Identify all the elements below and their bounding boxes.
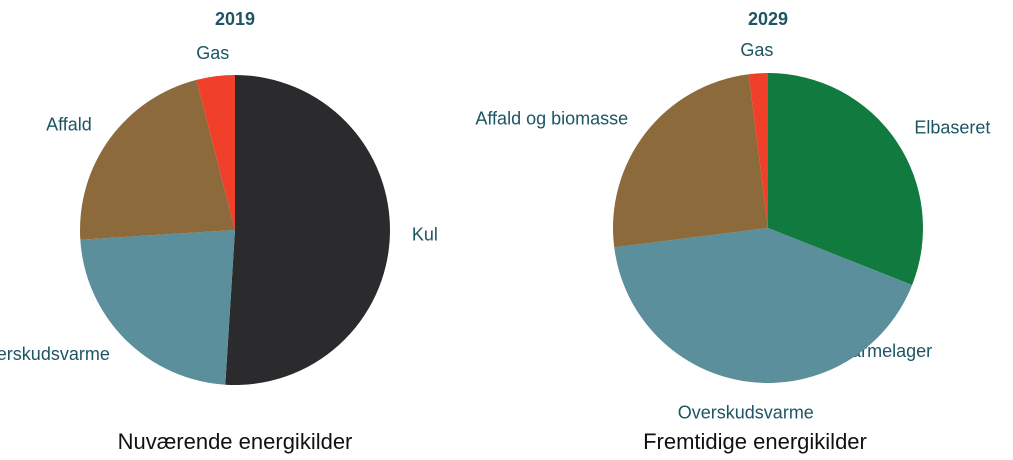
chart-title: 2029: [748, 9, 788, 29]
slice-label: Overskudsvarme: [0, 344, 110, 364]
pie-slice: [768, 73, 923, 286]
chart-title: 2019: [215, 9, 255, 29]
slice-label: Affald: [46, 115, 92, 135]
slice-label: Overskudsvarme: [678, 402, 814, 422]
slice-label: Gas: [740, 40, 773, 60]
pie-slice: [225, 75, 390, 385]
pie-slice: [748, 73, 768, 228]
chart-caption: Fremtidige energikilder: [643, 429, 867, 454]
chart-caption: Nuværende energikilder: [118, 429, 353, 454]
pie-slice: [79, 79, 235, 240]
pie-slice: [196, 75, 235, 230]
pie-slice: [613, 74, 768, 248]
slice-label: Gas: [196, 43, 229, 63]
slice-label: Kul: [412, 224, 438, 244]
slice-label: Affald og biomasse: [475, 108, 628, 128]
slice-label: Elbaseret: [914, 117, 990, 137]
pie-slice: [614, 228, 913, 383]
pie-slice: [80, 230, 236, 385]
